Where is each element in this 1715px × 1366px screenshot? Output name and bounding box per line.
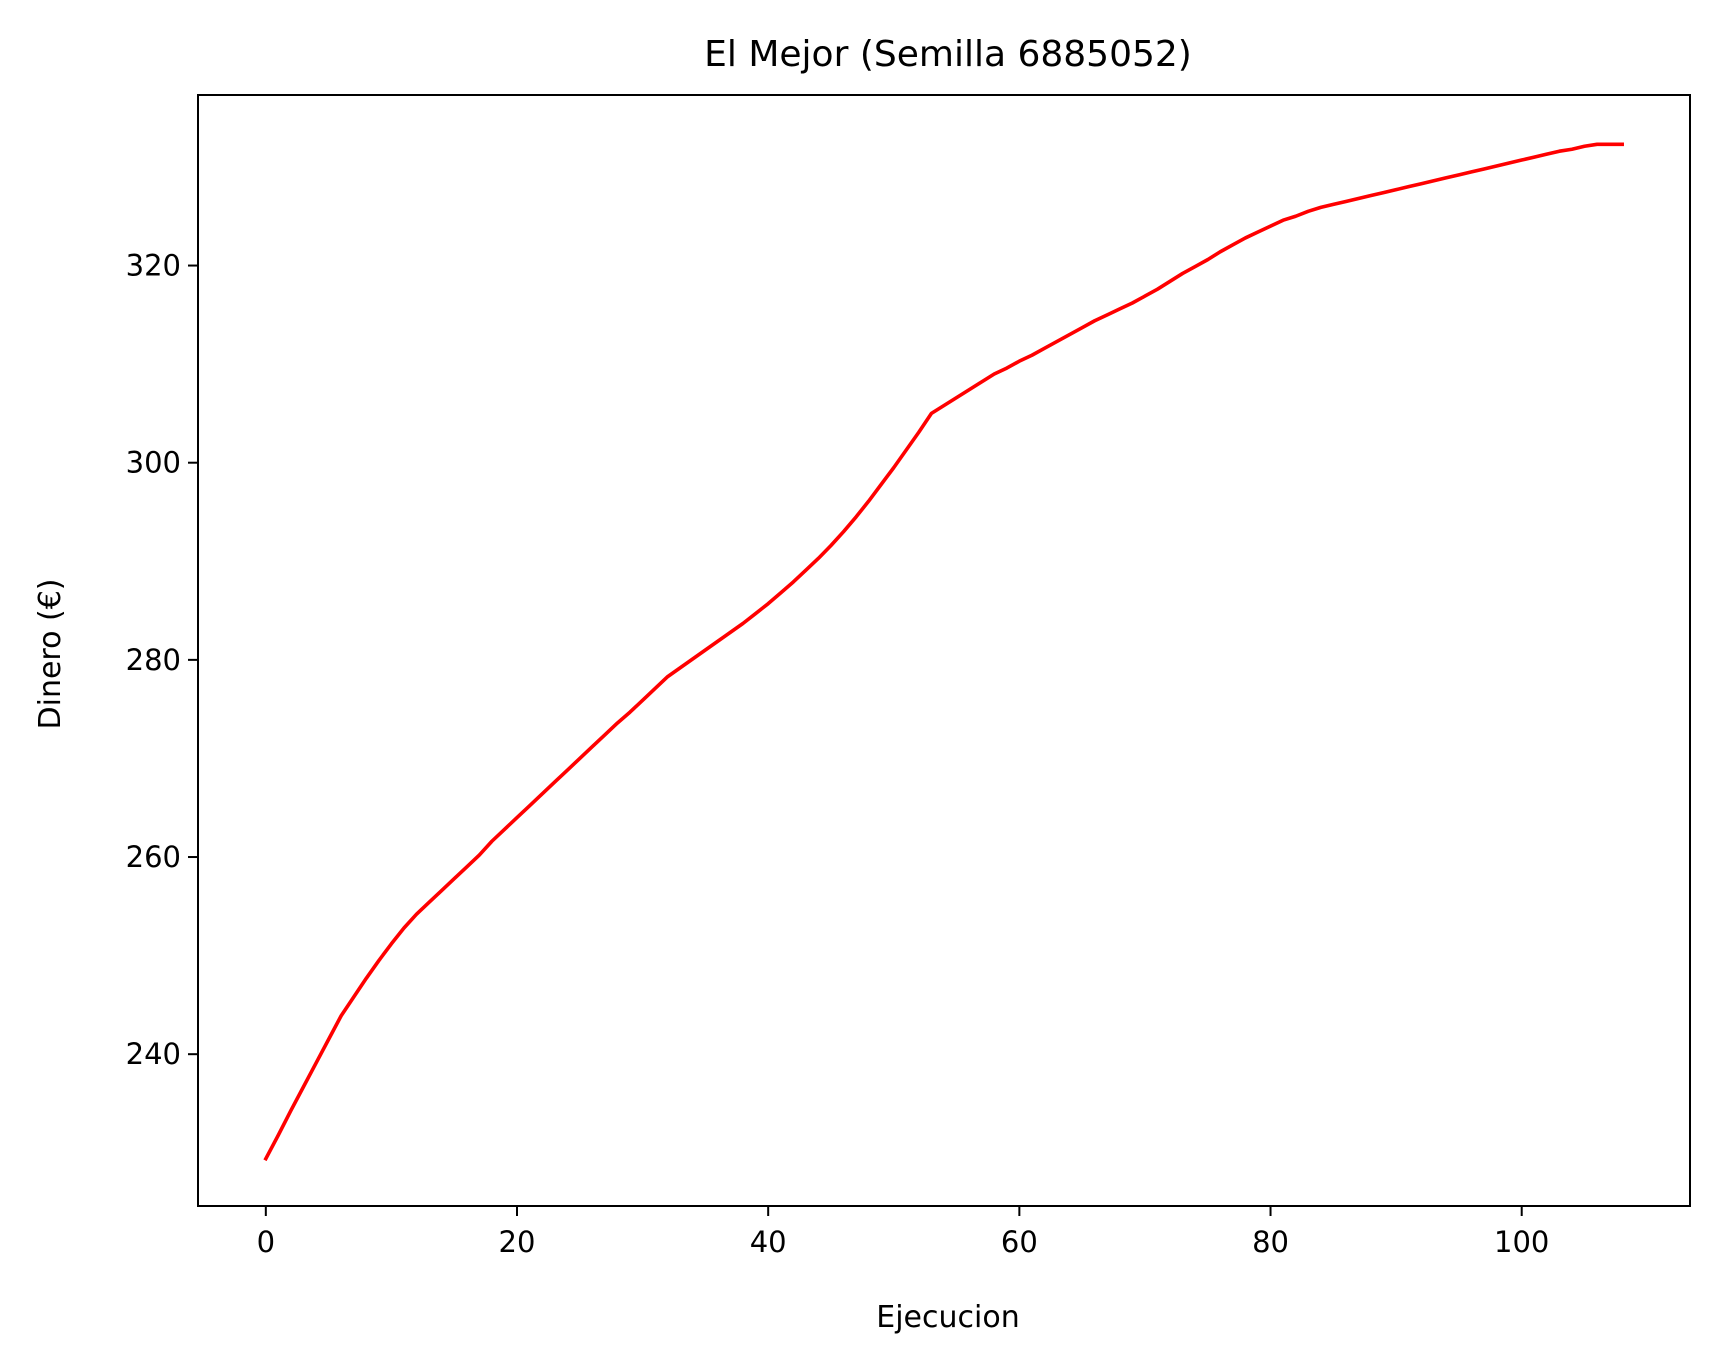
x-tick-label: 20 [499,1225,536,1259]
x-tick-label: 0 [257,1225,275,1259]
x-tick-label: 60 [1001,1225,1038,1259]
axes-frame [197,94,1691,1207]
y-tick-label: 320 [126,249,181,283]
y-tick-label: 300 [126,446,181,480]
x-axis: 0 20 40 60 80 100 [257,1206,1549,1259]
y-tick-label: 260 [126,840,181,874]
y-axis: 240 260 280 300 320 [126,249,198,1071]
x-tick-label: 40 [750,1225,787,1259]
y-tick-label: 280 [126,643,181,677]
x-axis-label: Ejecucion [876,1300,1019,1335]
y-tick-label: 240 [126,1037,181,1071]
chart-title: El Mejor (Semilla 6885052) [704,34,1192,75]
x-tick-label: 80 [1252,1225,1289,1259]
series-line-0 [263,142,1624,1162]
x-tick-label: 100 [1494,1225,1549,1259]
plot-area [197,94,1691,1207]
y-axis-label: Dinero (€) [33,579,68,730]
